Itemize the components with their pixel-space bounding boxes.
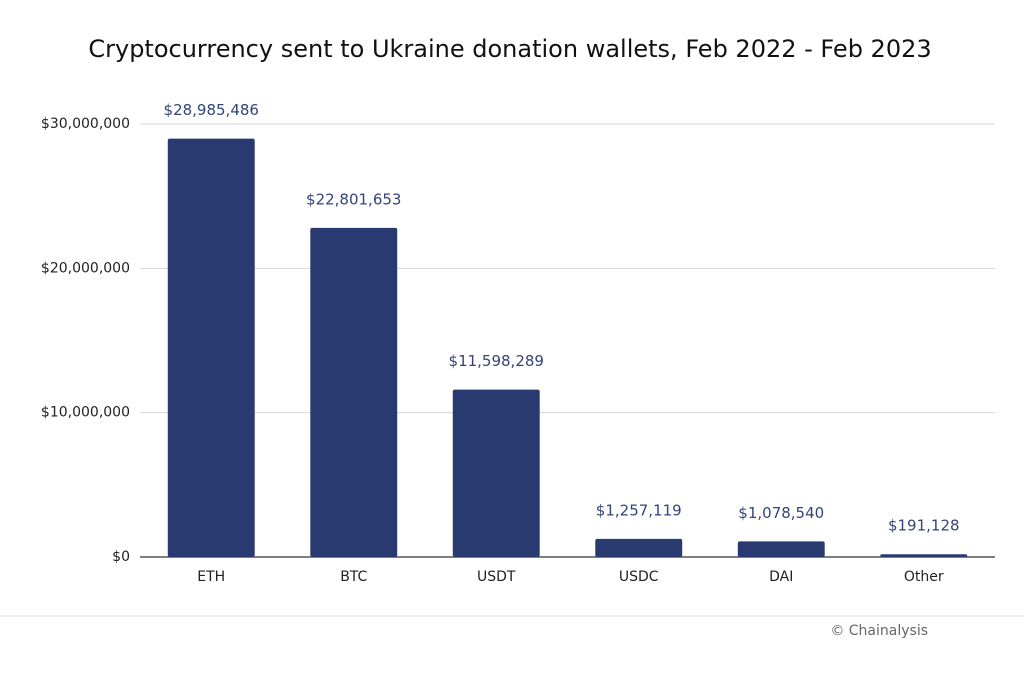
x-tick-label: BTC [340,569,367,585]
credit: © Chainalysis [830,623,928,639]
y-tick-label: $20,000,000 [41,260,130,276]
x-tick-label: USDC [619,569,659,585]
value-label: $11,598,289 [449,352,544,370]
bar [880,554,968,557]
bar [452,389,540,557]
bar [595,538,683,557]
y-tick-label: $0 [112,549,130,565]
value-label: $1,257,119 [596,501,682,519]
value-label: $28,985,486 [164,101,259,119]
value-label: $191,128 [888,517,960,535]
bar [167,138,255,557]
bar [310,227,398,557]
y-tick-label: $30,000,000 [41,116,130,132]
value-label: $22,801,653 [306,190,401,208]
x-tick-label: Other [904,569,944,585]
y-tick-label: $10,000,000 [41,405,130,421]
bar [737,541,825,557]
x-tick-label: DAI [769,569,793,585]
x-tick-label: USDT [477,569,516,585]
x-tick-label: ETH [197,569,225,585]
value-label: $1,078,540 [738,504,824,522]
chart-title: Cryptocurrency sent to Ukraine donation … [88,35,931,63]
